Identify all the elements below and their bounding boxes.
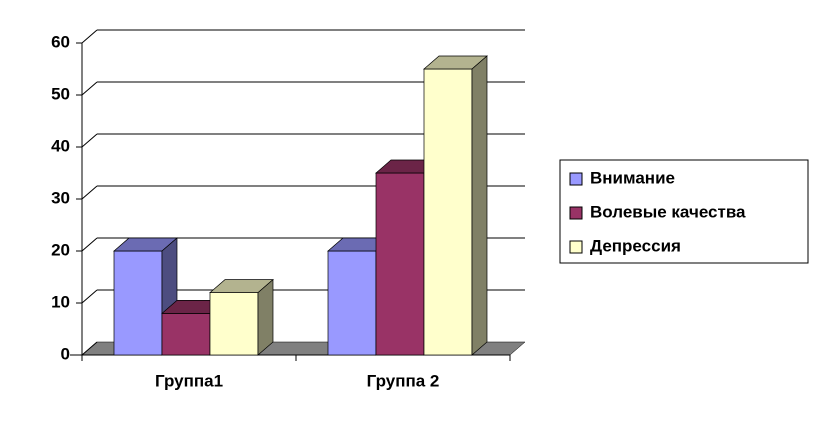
bar-front bbox=[375, 172, 425, 356]
legend-label: Депрессия bbox=[590, 236, 681, 255]
legend-swatch bbox=[569, 206, 583, 220]
wall-edge bbox=[81, 289, 98, 304]
legend-label: Внимание bbox=[590, 168, 675, 187]
bar-front bbox=[161, 313, 211, 356]
bar-front bbox=[423, 68, 473, 356]
bar-front bbox=[113, 250, 163, 356]
y-tick-label: 40 bbox=[51, 136, 70, 155]
x-tick-label: Группа 2 bbox=[367, 371, 440, 390]
bar-front bbox=[327, 250, 377, 356]
bar-side bbox=[257, 278, 274, 356]
bar-front bbox=[209, 292, 259, 356]
y-tick-label: 30 bbox=[51, 188, 70, 207]
legend-swatch bbox=[569, 240, 583, 254]
wall-edge bbox=[81, 133, 98, 148]
y-tick-label: 20 bbox=[51, 240, 70, 259]
y-tick-label: 50 bbox=[51, 84, 70, 103]
wall-edge bbox=[81, 237, 98, 252]
y-tick-label: 60 bbox=[51, 32, 70, 51]
legend-label: Волевые качества bbox=[590, 202, 746, 221]
wall-edge bbox=[81, 81, 98, 96]
y-tick-label: 0 bbox=[61, 344, 70, 363]
x-tick-label: Группа1 bbox=[155, 371, 223, 390]
bar-side bbox=[471, 55, 488, 356]
wall-edge bbox=[81, 185, 98, 200]
legend-box bbox=[559, 159, 809, 264]
legend-swatch bbox=[569, 172, 583, 186]
wall-edge bbox=[81, 29, 98, 44]
y-tick-label: 10 bbox=[51, 292, 70, 311]
wall-edge bbox=[81, 341, 98, 356]
